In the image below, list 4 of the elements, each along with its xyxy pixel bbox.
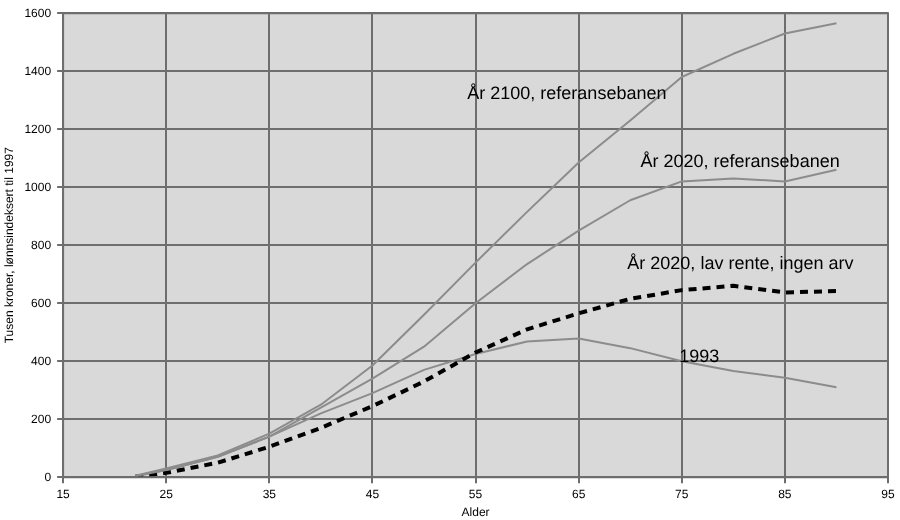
series-label: År 2020, referansebanen (640, 150, 840, 171)
series-label: År 2020, lav rente, ingen arv (627, 252, 855, 273)
series-label: År 2100, referansebanen (467, 82, 667, 103)
series-label: 1993 (679, 345, 720, 366)
